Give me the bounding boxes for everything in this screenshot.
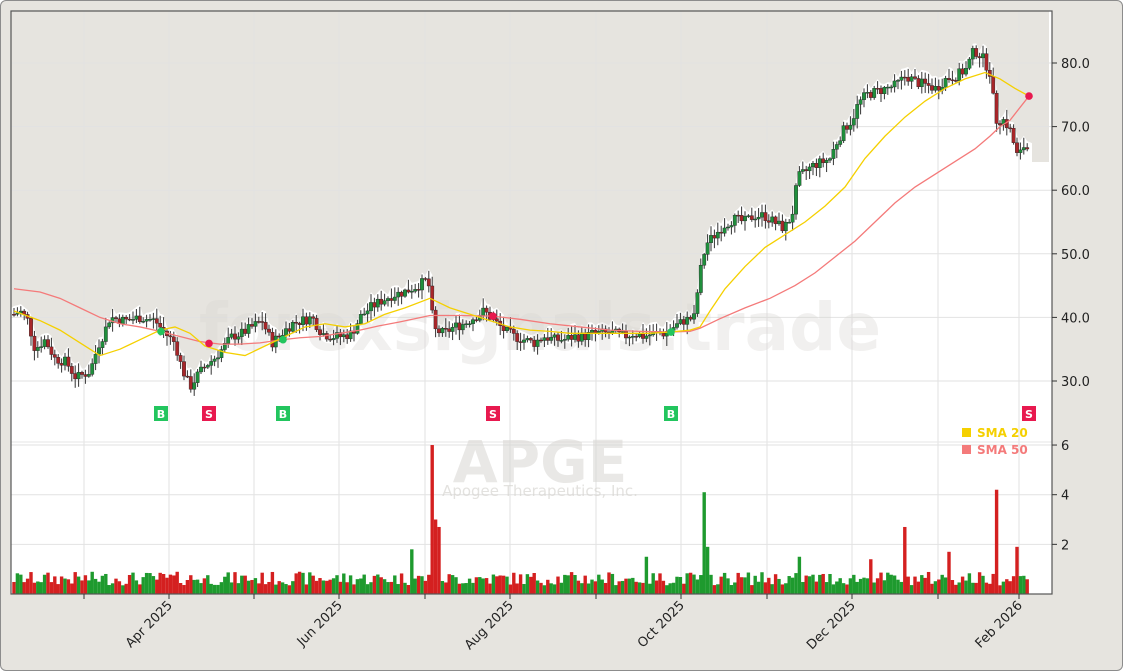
buy-signal-badge: B [276,406,290,421]
sma-20-line [13,71,1030,357]
volume-bars [12,445,1029,594]
watermark-ticker: APGE [453,428,628,496]
sell-signal-badge: S [486,406,500,421]
watermark-company: Apogee Therapeutics, Inc. [442,482,638,500]
watermarks: forexsignals.trade APGE Apogee Therapeut… [199,289,881,500]
svg-text:B: B [667,408,675,421]
buy-signal-badge: B [664,406,678,421]
volume-tick-label: 6 [1061,439,1069,454]
sell-signal-badge: S [1022,406,1036,421]
signal-dot [667,328,675,336]
signal-dot [1025,92,1033,100]
sma-50-line [13,95,1030,345]
legend: SMA 20 SMA 50 [962,426,1028,457]
date-tick-label: Aug 2025 [462,598,517,653]
date-tick-label: Dec 2025 [804,598,859,653]
price-tick-label: 40.0 [1061,311,1090,326]
svg-text:B: B [157,408,165,421]
volume-tick-label: 4 [1061,489,1069,504]
svg-text:B: B [279,408,287,421]
legend-label: SMA 20 [977,426,1028,440]
svg-text:S: S [489,408,497,421]
svg-text:S: S [1025,408,1033,421]
date-tick-label: Jun 2025 [294,598,346,650]
volume-tick-label: 2 [1061,538,1069,553]
buy-signal-badge: B [154,406,168,421]
candlesticks [12,45,1030,396]
date-tick-label: Apr 2025 [123,598,176,651]
price-tick-label: 50.0 [1061,248,1090,263]
watermark-site: forexsignals.trade [199,289,881,366]
above-price-shade [11,11,1049,372]
sell-signal-badge: S [202,406,216,421]
svg-text:S: S [205,408,213,421]
date-tick-label: Oct 2025 [635,598,688,651]
signal-dot [157,327,165,336]
price-tick-label: 80.0 [1061,57,1090,72]
signal-dot [489,312,497,320]
price-tick-label: 70.0 [1061,121,1090,136]
signal-dot [205,339,213,348]
price-tick-label: 60.0 [1061,184,1090,199]
plot-border [10,10,1053,595]
price-tick-label: 30.0 [1061,375,1090,390]
signal-dot [279,335,287,344]
moving-averages [13,71,1030,357]
legend-label: SMA 50 [977,443,1028,457]
date-tick-label: Feb 2026 [973,598,1026,651]
